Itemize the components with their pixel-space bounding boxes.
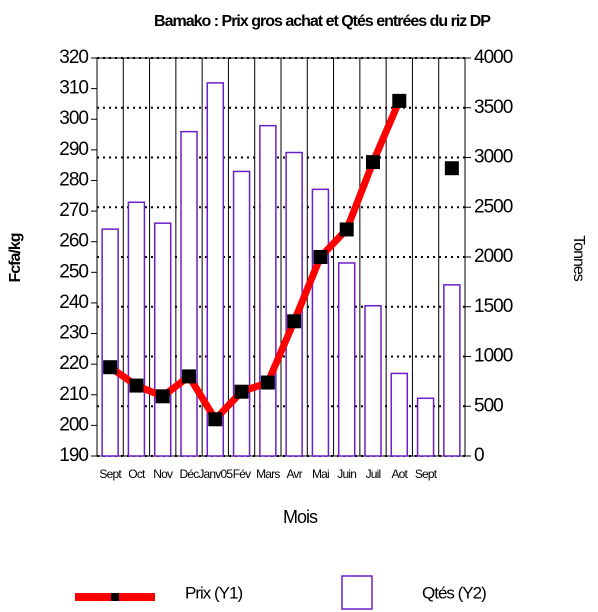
bar (206, 82, 225, 457)
bar (364, 305, 382, 457)
marker (444, 161, 459, 176)
y-tick-label: 300 (59, 108, 88, 129)
x-tick-label: Sept (415, 467, 438, 481)
marker (313, 250, 328, 264)
y2-tick-label: 3000 (474, 147, 513, 168)
y-tick-label: 220 (59, 353, 88, 374)
marker (339, 222, 354, 237)
bar (153, 222, 172, 457)
marker (155, 389, 170, 404)
marker (208, 412, 223, 427)
y2-axis-title: Tonnes (570, 235, 587, 282)
marker (129, 378, 144, 393)
bar (416, 397, 435, 457)
y-tick-label: 240 (59, 292, 88, 313)
bar (337, 262, 356, 457)
x-tick-label: Juin (337, 467, 356, 481)
bar (390, 372, 409, 457)
x-tick-label: Janv05 (198, 467, 233, 481)
y-tick-label: 200 (59, 414, 88, 435)
marker (392, 93, 407, 108)
marker (103, 360, 118, 375)
y2-tick-label: 0 (474, 445, 484, 466)
legend-swatch (341, 575, 373, 610)
y-tick-label: 320 (59, 47, 88, 68)
y-tick-label: 230 (59, 323, 88, 344)
bar (232, 170, 251, 457)
y-tick-label: 270 (59, 200, 88, 221)
x-tick-label: Fév (233, 467, 251, 481)
y-tick-label: 250 (59, 261, 88, 282)
bar (285, 151, 303, 457)
x-tick-label: Déc (180, 467, 200, 481)
y2-tick-label: 1500 (474, 296, 513, 317)
legend-marker (111, 593, 119, 601)
y-tick-label: 190 (59, 445, 88, 466)
y-tick-label: 290 (59, 139, 88, 160)
y-tick-label: 280 (59, 169, 88, 190)
bar (180, 130, 198, 457)
bar (443, 284, 461, 457)
y2-tick-label: 500 (474, 395, 503, 416)
y2-tick-label: 3500 (474, 97, 513, 118)
legend-label: Qtés (Y2) (422, 583, 486, 602)
y-axis-title: Fcfa/kg (7, 233, 24, 282)
plot-frame (96, 57, 466, 457)
x-tick-label: Aot (391, 467, 408, 481)
y-tick-label: 310 (59, 78, 88, 99)
x-tick-label: Sept (99, 467, 122, 481)
bar (101, 228, 119, 457)
legend-label: Prix (Y1) (185, 583, 242, 602)
x-axis-title: Mois (283, 507, 318, 527)
x-tick-label: Juil (366, 467, 381, 481)
y2-tick-label: 1000 (474, 346, 513, 367)
marker (366, 155, 380, 170)
marker (260, 375, 275, 390)
marker (287, 314, 302, 329)
y-tick-label: 210 (59, 384, 88, 405)
chart-title: Bamako : Prix gros achat et Qtés entrées… (154, 13, 491, 30)
x-tick-label: Mai (312, 467, 329, 481)
marker (182, 369, 196, 384)
x-tick-label: Mars (256, 467, 280, 481)
x-tick-label: Nov (153, 467, 173, 481)
y2-tick-label: 2000 (474, 246, 513, 267)
x-tick-label: Avr (286, 467, 302, 481)
x-tick-label: Oct (128, 467, 146, 481)
bar (259, 124, 277, 457)
y2-tick-label: 4000 (474, 47, 513, 68)
y2-tick-label: 2500 (474, 196, 513, 217)
bar (311, 188, 330, 457)
bar (127, 201, 146, 457)
marker (234, 384, 249, 399)
y-tick-label: 260 (59, 231, 88, 252)
